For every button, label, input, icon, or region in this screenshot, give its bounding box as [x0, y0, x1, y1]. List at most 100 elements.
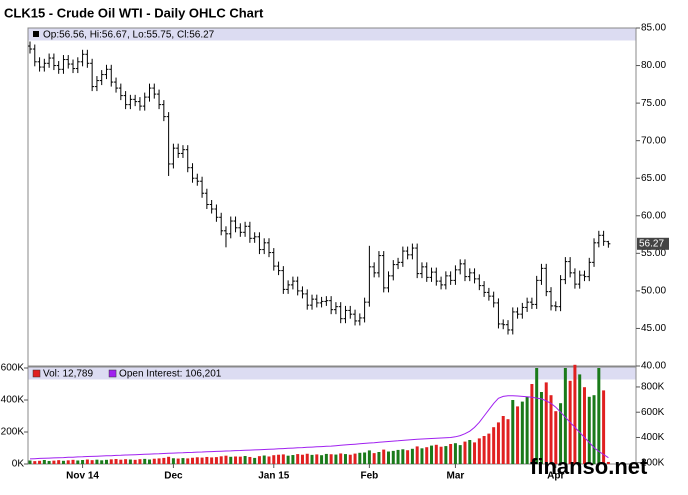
y2-tick-label: 400K	[641, 432, 665, 443]
y-tick-label: 80.00	[641, 60, 666, 71]
volume-bar	[176, 458, 180, 464]
volume-bar	[597, 368, 601, 464]
volume-bar	[329, 454, 333, 464]
x-tick-label: Nov 14	[66, 471, 99, 482]
volume-bar	[148, 459, 151, 464]
volume-bar	[42, 460, 46, 464]
y-tick-label: 65.00	[641, 173, 666, 184]
volume-bar	[253, 457, 257, 464]
volume-bar	[114, 459, 118, 464]
y2-tick-label: 600K	[641, 407, 665, 418]
volume-bar	[559, 403, 563, 464]
volume-bar	[582, 387, 586, 464]
volume-bar	[243, 456, 247, 464]
volume-bar	[415, 446, 419, 464]
volume-bar	[238, 456, 242, 464]
volume-bar	[496, 422, 500, 464]
x-tick-label: Mar	[447, 471, 465, 482]
volume-bar	[425, 447, 429, 464]
y2-tick-label: 200K	[641, 457, 665, 468]
volume-bar	[482, 436, 486, 464]
last-price-box	[637, 237, 669, 250]
volume-bar	[473, 442, 477, 464]
volume-bar	[391, 450, 395, 464]
volume-bar	[578, 374, 582, 464]
volume-bar	[554, 411, 558, 464]
volume-bar	[539, 392, 543, 464]
volume-bar	[296, 454, 300, 464]
volume-bar	[353, 453, 357, 464]
watermark: finanso.net	[530, 454, 648, 479]
volume-bar	[396, 449, 400, 464]
volume-bar	[186, 458, 190, 464]
y-tick-label: 40.00	[641, 361, 666, 372]
volume-bar	[449, 444, 453, 464]
volume-bar	[133, 459, 137, 464]
volume-bar	[248, 456, 252, 464]
volume-bar	[420, 448, 424, 464]
volume-bar	[224, 455, 228, 464]
volume-bar	[444, 446, 448, 464]
volume-bar	[477, 438, 481, 464]
volume-bar	[57, 460, 61, 464]
volume-bar	[124, 459, 128, 464]
volume-bar	[520, 401, 524, 464]
volume-bar	[382, 449, 386, 464]
volume-bar	[439, 446, 443, 464]
y2-tick-label: 800K	[641, 382, 665, 393]
volume-bar	[468, 440, 472, 464]
volume-bar	[47, 460, 51, 464]
chart-title: CLK15 - Crude Oil WTI - Daily OHLC Chart	[4, 5, 264, 20]
price-panel	[27, 27, 637, 367]
volume-bar	[90, 460, 94, 464]
volume-bar	[453, 443, 457, 464]
volume-bar	[104, 459, 108, 464]
volume-panel	[27, 366, 637, 465]
volume-bar	[272, 455, 276, 464]
volume-bar	[28, 460, 32, 464]
volume-bar	[430, 445, 434, 464]
volume-bar	[234, 456, 238, 464]
header-marker	[33, 31, 39, 37]
volume-bar	[492, 427, 496, 464]
y-tick-label: 85.00	[641, 23, 666, 34]
volume-bar	[281, 454, 285, 464]
volume-bar	[487, 433, 491, 464]
volume-bar	[372, 453, 376, 464]
ohlc-header: Op:56.56, Hi:56.67, Lo:55.75, Cl:56.27	[43, 30, 215, 41]
y-tick-label: 200K	[1, 427, 25, 438]
volume-bar	[138, 459, 142, 464]
volume-bar	[205, 456, 209, 464]
volume-bar	[363, 452, 367, 464]
volume-bar	[401, 449, 405, 464]
volume-bar	[544, 382, 548, 464]
volume-bar	[171, 458, 175, 464]
volume-bar	[463, 441, 467, 464]
volume-bar	[501, 416, 505, 464]
y-tick-label: 75.00	[641, 98, 666, 109]
volume-bar	[300, 454, 304, 464]
volume-bar	[406, 450, 410, 464]
volume-bar	[210, 457, 214, 464]
x-tick-label: Feb	[360, 471, 378, 482]
volume-bar	[587, 396, 591, 464]
y-tick-label: 55.00	[641, 248, 666, 259]
volume-bar	[267, 456, 271, 464]
volume-bar	[157, 458, 161, 464]
volume-bar	[525, 396, 529, 464]
volume-bar	[535, 368, 539, 464]
y-tick-label: 50.00	[641, 286, 666, 297]
volume-bar	[530, 384, 534, 464]
volume-bar	[434, 444, 438, 464]
volume-bar	[128, 459, 132, 464]
x-tick-label: Apr	[547, 471, 564, 482]
volume-bar	[305, 453, 309, 464]
volume-bar	[602, 390, 606, 464]
volume-bar	[506, 419, 510, 464]
volume-bar	[81, 460, 85, 464]
last-price-label: 56.27	[639, 238, 664, 249]
open-interest-line	[29, 395, 609, 460]
volume-bar	[358, 452, 362, 464]
